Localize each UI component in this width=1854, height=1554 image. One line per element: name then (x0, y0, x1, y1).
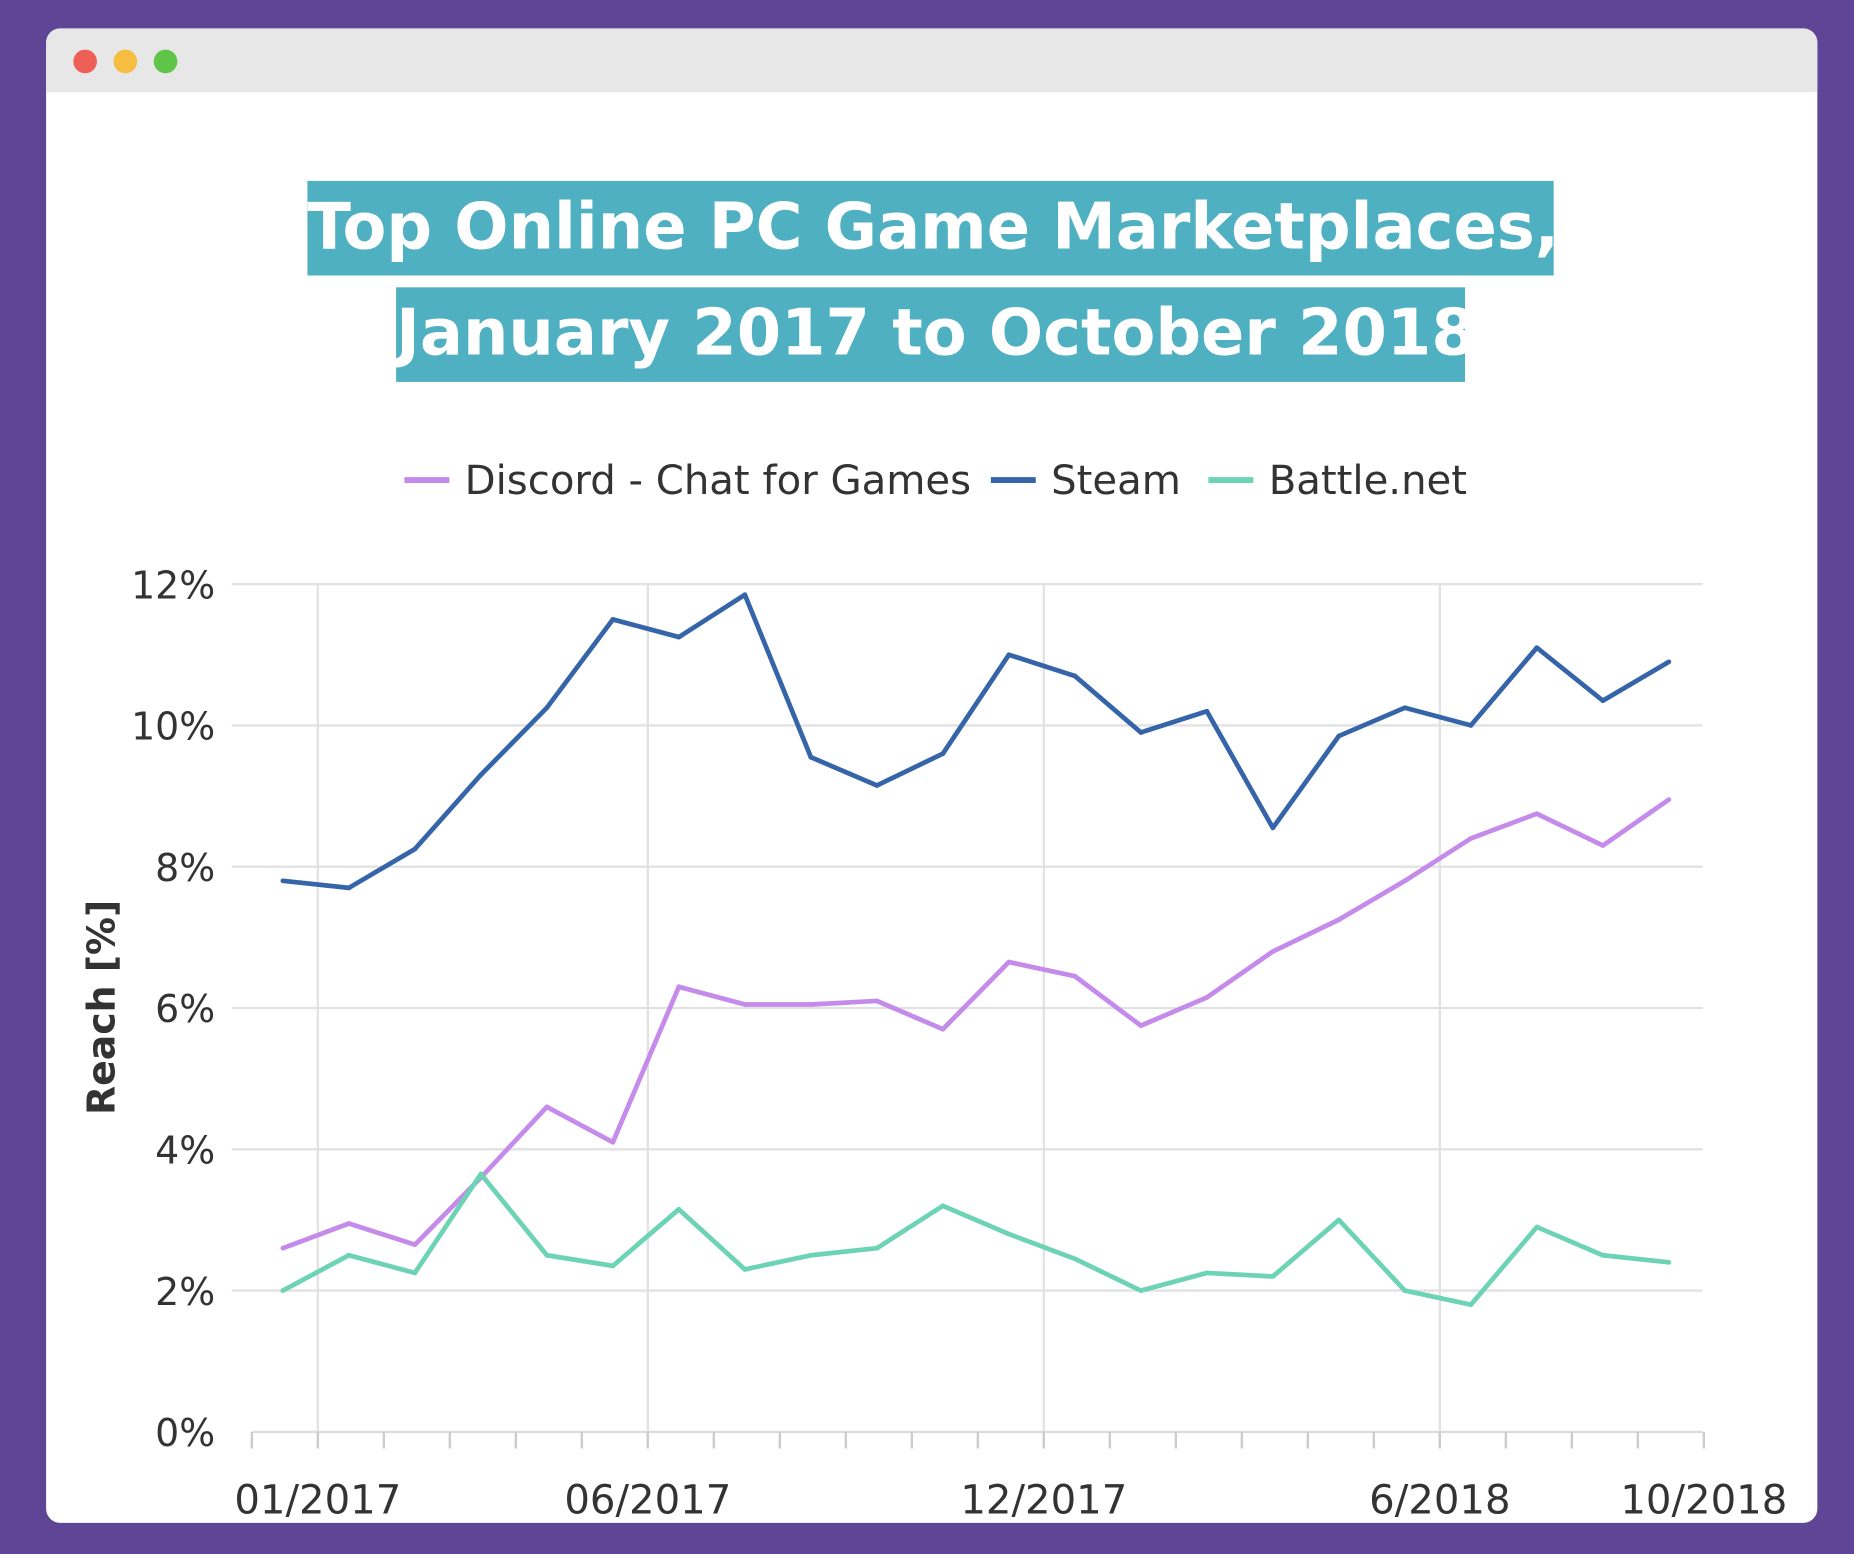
data-point (940, 1203, 946, 1209)
data-point (1600, 698, 1606, 704)
chart-title-line1: Top Online PC Game Marketplaces, (307, 180, 1559, 276)
data-point (1402, 705, 1408, 711)
data-point (1468, 723, 1474, 728)
series-line-discord-chat-for-games (282, 797, 1671, 1251)
data-point (874, 998, 880, 1004)
data-point (1534, 645, 1540, 651)
data-point (874, 1245, 880, 1251)
data-point (676, 984, 682, 990)
data-point (412, 1270, 418, 1276)
data-point (1336, 1217, 1342, 1223)
data-point (280, 878, 286, 884)
data-point (1006, 652, 1012, 658)
data-point (1072, 1256, 1078, 1262)
data-point (346, 1252, 352, 1258)
data-point (610, 617, 616, 622)
data-point (1600, 1252, 1606, 1258)
data-point (1336, 733, 1342, 739)
data-point (1270, 1274, 1276, 1279)
data-point (808, 1002, 814, 1007)
data-point (1666, 659, 1672, 665)
data-point (544, 1104, 550, 1110)
data-point (1666, 1259, 1672, 1265)
data-point (1402, 878, 1408, 884)
data-point (808, 754, 814, 760)
data-point (1204, 995, 1210, 1000)
data-point (1138, 1023, 1144, 1029)
data-point (610, 1263, 616, 1269)
y-tick-label: 6% (155, 987, 215, 1031)
data-point (676, 634, 682, 640)
data-point (1468, 836, 1474, 841)
data-point (874, 783, 880, 788)
legend-label: Discord - Chat for Games (465, 458, 971, 504)
data-point (412, 1242, 418, 1248)
legend-label: Steam (1051, 458, 1181, 504)
data-point (544, 1252, 550, 1258)
y-tick-label: 0% (155, 1411, 215, 1455)
y-tick-label: 10% (131, 705, 215, 749)
data-point (1006, 959, 1012, 965)
data-point (1138, 730, 1144, 735)
browser-window (46, 28, 1818, 1523)
x-tick-label: 06/2017 (564, 1477, 731, 1523)
y-tick-label: 2% (155, 1270, 215, 1314)
data-point (412, 846, 418, 852)
data-point (1270, 825, 1276, 831)
data-point (940, 1026, 946, 1032)
x-tick-label: 10/2018 (1620, 1477, 1787, 1523)
y-axis-label: Reach [%] (80, 900, 124, 1115)
series-line-steam (282, 592, 1671, 891)
data-point (346, 885, 352, 891)
data-point (1270, 949, 1276, 954)
data-point (1600, 843, 1606, 848)
y-tick-label: 4% (155, 1128, 215, 1172)
minimize-button[interactable] (113, 49, 138, 74)
data-point (742, 1002, 748, 1007)
data-point (280, 1288, 286, 1293)
data-point (742, 592, 748, 598)
legend-label: Battle.net (1269, 458, 1467, 504)
data-point (1468, 1302, 1474, 1308)
data-point (1204, 708, 1210, 714)
data-point (346, 1221, 352, 1226)
data-point (1534, 1224, 1540, 1230)
data-point (1138, 1288, 1144, 1293)
data-point (1402, 1288, 1408, 1293)
y-tick-label: 8% (155, 846, 215, 890)
x-tick-label: 12/2017 (960, 1477, 1127, 1523)
data-point (1336, 917, 1342, 923)
data-point (676, 1206, 682, 1212)
series-line-battle-net (281, 1171, 1670, 1308)
data-point (742, 1267, 748, 1272)
data-point (1072, 673, 1078, 679)
x-tick-label: 6/2018 (1369, 1477, 1510, 1523)
title-bar (46, 28, 1818, 93)
data-point (1534, 811, 1540, 817)
maximize-button[interactable] (153, 49, 178, 74)
close-button[interactable] (73, 49, 97, 74)
data-point (478, 1171, 484, 1177)
data-point (280, 1245, 286, 1251)
y-tick-label: 12% (131, 563, 215, 607)
data-point (1204, 1270, 1210, 1276)
data-point (808, 1252, 814, 1258)
data-point (478, 772, 484, 778)
data-point (544, 705, 550, 711)
data-point (1006, 1231, 1012, 1237)
data-point (1666, 797, 1672, 802)
x-tick-label: 01/2017 (234, 1477, 401, 1523)
chart-title-line2: January 2017 to October 2018 (396, 287, 1476, 382)
data-point (1072, 973, 1078, 979)
data-point (610, 1139, 616, 1145)
data-point (940, 751, 946, 757)
